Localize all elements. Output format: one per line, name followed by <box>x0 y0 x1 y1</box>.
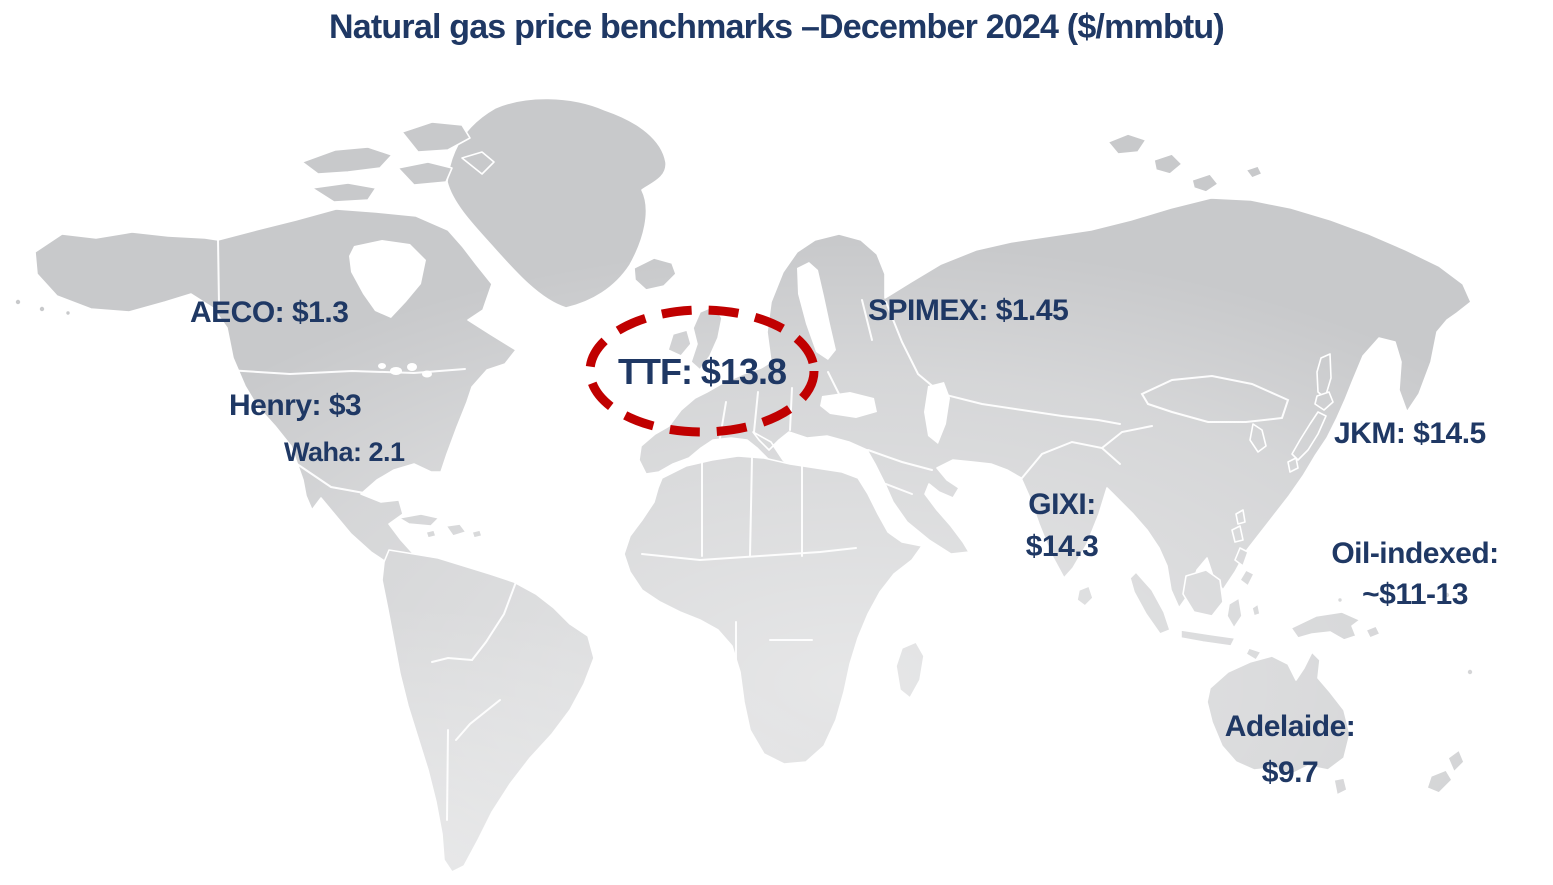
label-aeco-price: AECO: $1.3 <box>190 296 349 329</box>
label-jkm-price: JKM: $14.5 <box>1334 417 1486 450</box>
label-waha-price: Waha: 2.1 <box>284 437 405 467</box>
map-wash-2 <box>0 80 1553 885</box>
page-title: Natural gas price benchmarks –December 2… <box>329 8 1225 46</box>
label-adelaide-name: Adelaide: <box>1224 710 1356 743</box>
label-gixi-value: $14.3 <box>1025 530 1099 563</box>
label-gixi-name: GIXI: <box>1028 488 1096 521</box>
label-henry-hub-price: Henry: $3 <box>229 389 362 422</box>
label-spimex-price: SPIMEX: $1.45 <box>868 294 1069 327</box>
ttf-highlight-ellipse <box>585 305 819 437</box>
label-adelaide-value: $9.7 <box>1261 756 1319 789</box>
label-ttf-price: TTF: $13.8 <box>617 351 787 392</box>
label-oil-indexed-name: Oil-indexed: <box>1331 537 1499 570</box>
label-gixi-price: GIXI: $14.3 <box>992 484 1132 568</box>
label-adelaide-price: Adelaide: $9.7 <box>1190 704 1390 796</box>
label-oil-indexed-value: ~$11-13 <box>1362 578 1468 611</box>
label-oil-indexed-price: Oil-indexed: ~$11-13 <box>1315 533 1515 615</box>
